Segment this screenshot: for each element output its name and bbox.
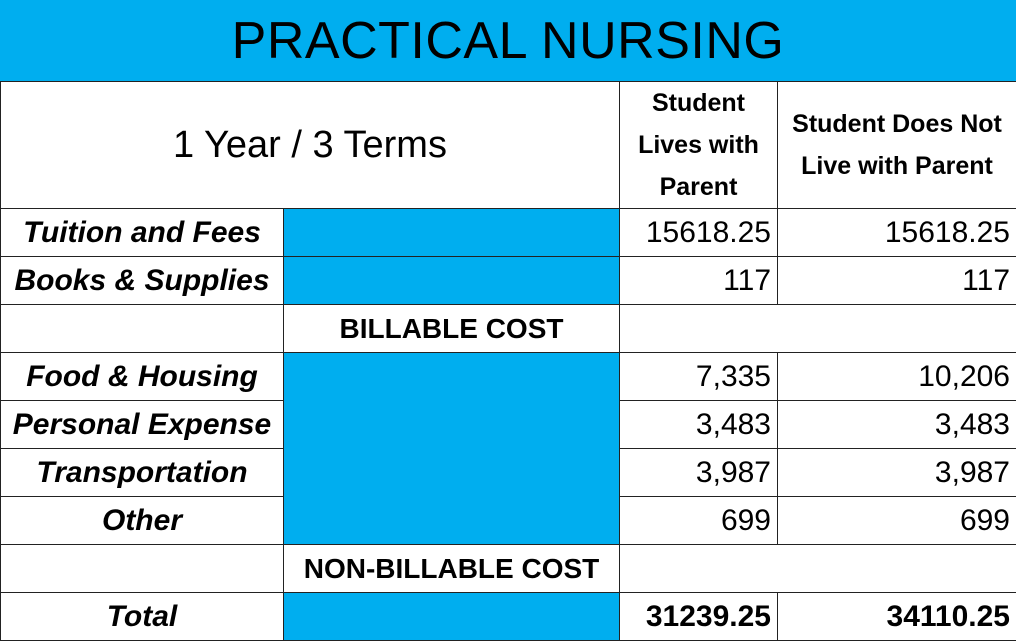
value-without-parent: 3,987 xyxy=(778,449,1016,497)
value-with-parent: 117 xyxy=(620,257,778,305)
page-title: PRACTICAL NURSING xyxy=(0,0,1016,81)
blue-fill-cell xyxy=(284,593,620,641)
billable-subtotal-row: BILLABLE COST xyxy=(1,305,1016,353)
total-without-parent: 34110.25 xyxy=(778,593,1016,641)
value-with-parent: 3,483 xyxy=(620,401,778,449)
blue-fill-cell xyxy=(284,209,620,257)
column-header-not-with-parent: Student Does Not Live with Parent xyxy=(778,82,1016,209)
value-with-parent: 7,335 xyxy=(620,353,778,401)
header-row: 1 Year / 3 Terms Student Lives with Pare… xyxy=(1,82,1016,209)
table-row: Food & Housing 7,335 10,206 xyxy=(1,353,1016,401)
blue-fill-cell xyxy=(284,353,620,545)
value-without-parent: 699 xyxy=(778,497,1016,545)
value-with-parent: 15618.25 xyxy=(620,209,778,257)
total-row: Total 31239.25 34110.25 xyxy=(1,593,1016,641)
program-length: 1 Year / 3 Terms xyxy=(1,82,620,209)
value-without-parent: 10,206 xyxy=(778,353,1016,401)
value-without-parent: 3,483 xyxy=(778,401,1016,449)
billable-cost-label: BILLABLE COST xyxy=(284,305,620,353)
table-row: Tuition and Fees 15618.25 15618.25 xyxy=(1,209,1016,257)
total-with-parent: 31239.25 xyxy=(620,593,778,641)
row-label: Personal Expense xyxy=(1,401,284,449)
empty-cell xyxy=(1,545,284,593)
row-label: Other xyxy=(1,497,284,545)
column-header-lives-with-parent: Student Lives with Parent xyxy=(620,82,778,209)
empty-cell xyxy=(620,305,1016,353)
nonbillable-subtotal-row: NON-BILLABLE COST xyxy=(1,545,1016,593)
table-row: Books & Supplies 117 117 xyxy=(1,257,1016,305)
non-billable-cost-label: NON-BILLABLE COST xyxy=(284,545,620,593)
cost-table: 1 Year / 3 Terms Student Lives with Pare… xyxy=(0,81,1016,641)
value-without-parent: 117 xyxy=(778,257,1016,305)
total-label: Total xyxy=(1,593,284,641)
value-with-parent: 3,987 xyxy=(620,449,778,497)
empty-cell xyxy=(620,545,1016,593)
row-label: Transportation xyxy=(1,449,284,497)
row-label: Tuition and Fees xyxy=(1,209,284,257)
empty-cell xyxy=(1,305,284,353)
row-label: Books & Supplies xyxy=(1,257,284,305)
value-with-parent: 699 xyxy=(620,497,778,545)
row-label: Food & Housing xyxy=(1,353,284,401)
value-without-parent: 15618.25 xyxy=(778,209,1016,257)
blue-fill-cell xyxy=(284,257,620,305)
